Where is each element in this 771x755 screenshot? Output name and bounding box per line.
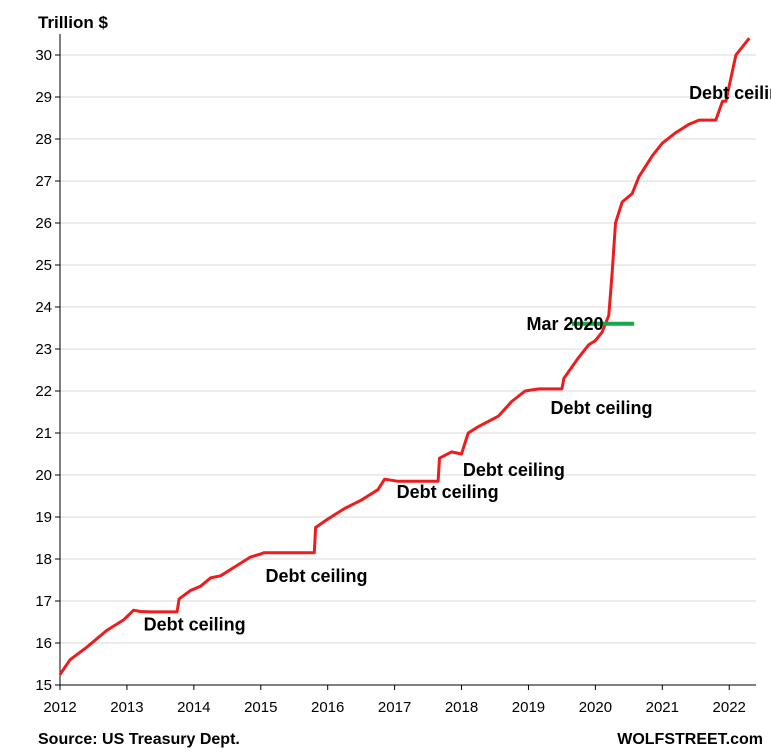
x-tick-label: 2019 — [512, 699, 545, 716]
annotation-label: Debt ceiling — [689, 83, 771, 103]
x-tick-label: 2021 — [646, 699, 679, 716]
x-tick-label: 2017 — [378, 699, 411, 716]
y-tick-label: 28 — [35, 131, 52, 148]
y-tick-label: 30 — [35, 47, 52, 64]
x-tick-label: 2014 — [177, 699, 210, 716]
y-tick-label: 18 — [35, 551, 52, 568]
y-tick-label: 19 — [35, 509, 52, 526]
x-tick-label: 2016 — [311, 699, 344, 716]
source-note: Source: US Treasury Dept. — [38, 731, 240, 748]
y-tick-label: 24 — [35, 299, 52, 316]
annotation-label: Mar 2020 — [526, 314, 603, 334]
series-layer — [58, 37, 751, 676]
x-tick-labels: 2012 2013 2014 2015 2016 2017 2018 2019 2020 2021… — [43, 699, 746, 716]
y-tick-label: 17 — [35, 593, 52, 610]
annotation-label: Debt ceiling — [397, 482, 499, 502]
x-tick-label: 2020 — [579, 699, 612, 716]
brand-logo: WOLFSTREET.com — [617, 731, 763, 748]
x-tick-label: 2012 — [43, 699, 76, 716]
y-tick-label: 26 — [35, 215, 52, 232]
y-tick-label: 22 — [35, 383, 52, 400]
x-tick-label: 2018 — [445, 699, 478, 716]
x-tick-label: 2022 — [713, 699, 746, 716]
x-tick-label: 2013 — [110, 699, 143, 716]
annotation-label: Debt ceiling — [463, 460, 565, 480]
y-tick-label: 27 — [35, 173, 52, 190]
y-tick-labels: 15 16 17 18 19 20 21 22 23 24 25 26 27 28 29 30 — [35, 47, 52, 694]
axes — [55, 34, 756, 690]
y-tick-label: 16 — [35, 635, 52, 652]
y-tick-label: 25 — [35, 257, 52, 274]
gridlines — [60, 54, 756, 686]
y-tick-label: 23 — [35, 341, 52, 358]
y-tick-label: 21 — [35, 425, 52, 442]
annotation-label: Debt ceiling — [265, 566, 367, 586]
y-tick-label: 15 — [35, 677, 52, 694]
x-tick-label: 2015 — [244, 699, 277, 716]
annotation-label: Debt ceiling — [551, 398, 653, 418]
y-tick-label: 29 — [35, 89, 52, 106]
y-tick-label: 20 — [35, 467, 52, 484]
y-axis-label: Trillion $ — [38, 13, 108, 32]
debt-series-line — [58, 37, 751, 676]
annotation-label: Debt ceiling — [144, 614, 246, 634]
